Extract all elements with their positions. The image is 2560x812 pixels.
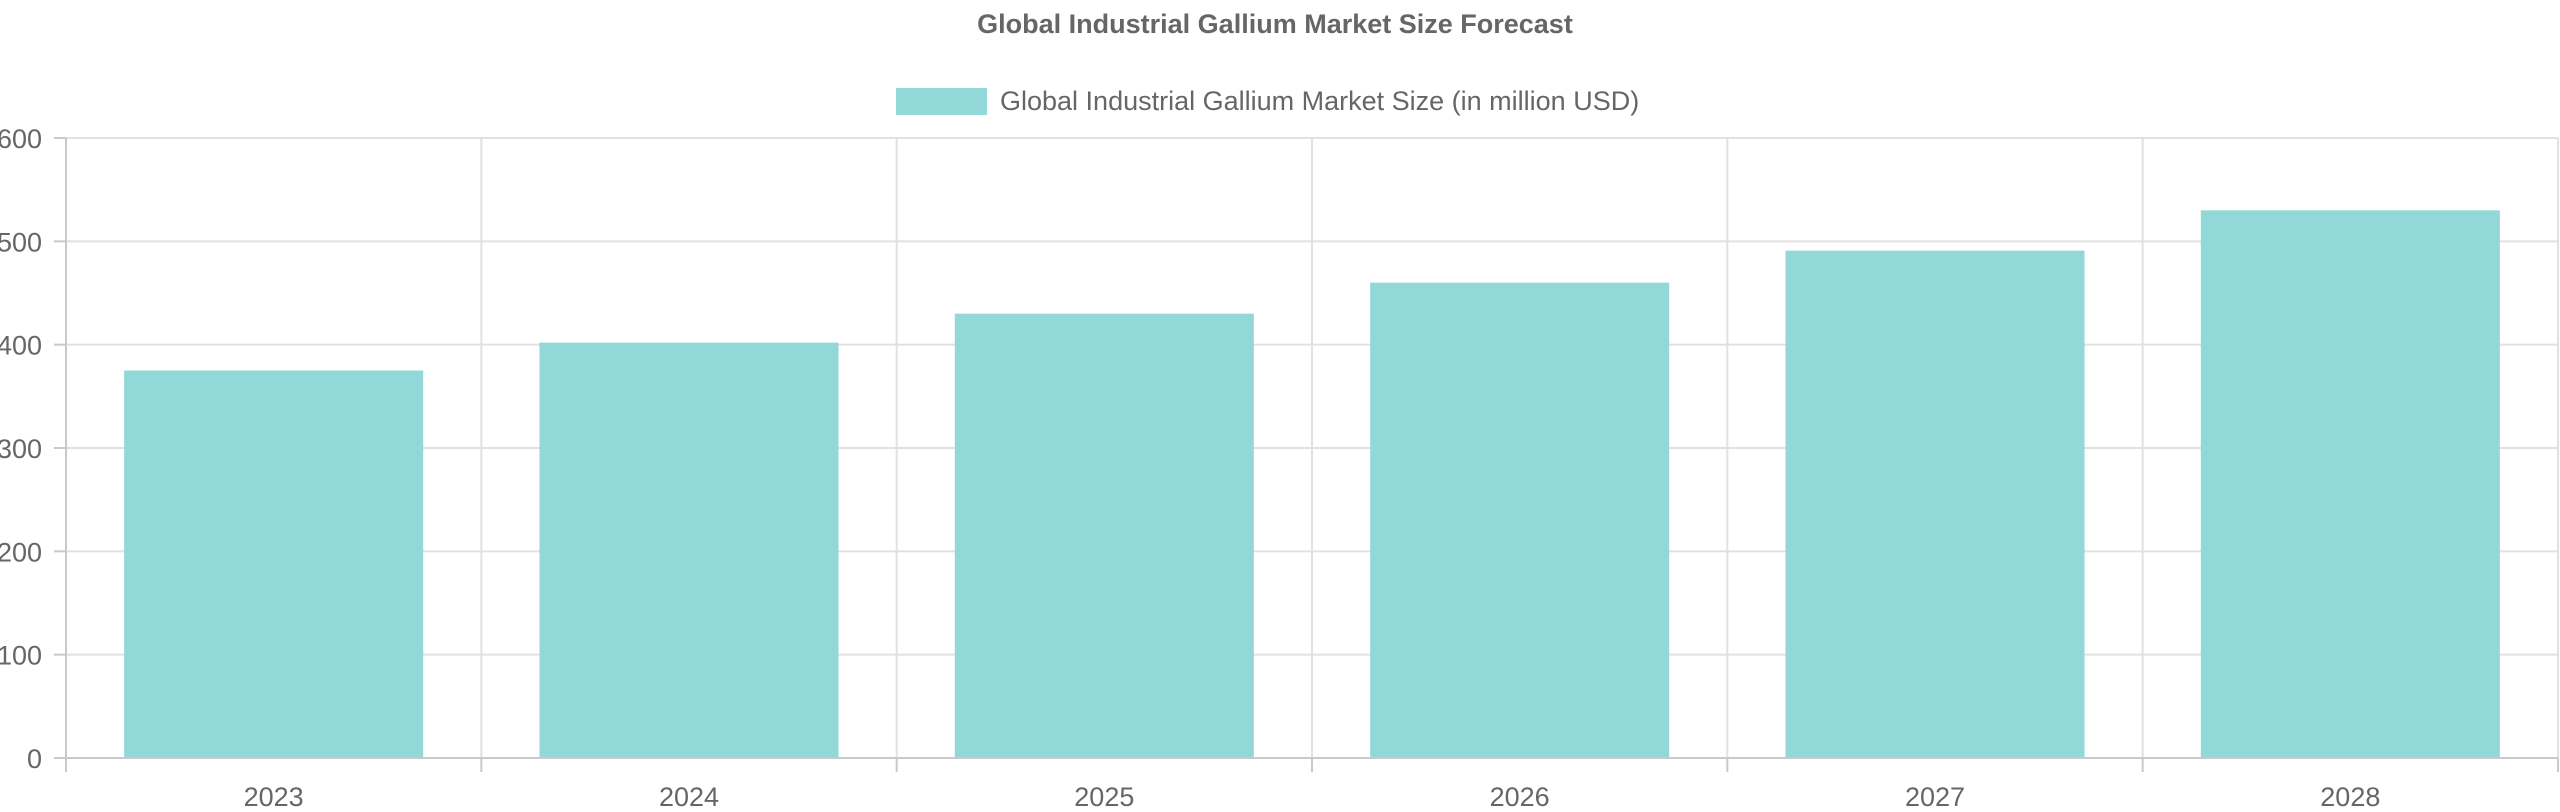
y-tick-label: 0 — [27, 744, 42, 774]
x-tick-label: 2028 — [2320, 782, 2380, 812]
bar-2023[interactable] — [124, 370, 424, 759]
x-tick-label: 2023 — [244, 782, 304, 812]
y-tick-label: 500 — [0, 227, 42, 257]
bar-2024[interactable] — [539, 342, 839, 758]
y-tick-label: 200 — [0, 537, 42, 567]
y-tick-label: 100 — [0, 641, 42, 671]
x-tick-label: 2027 — [1905, 782, 1965, 812]
y-tick-label: 600 — [0, 124, 42, 154]
y-tick-label: 400 — [0, 331, 42, 361]
bars — [124, 210, 2500, 759]
bar-2025[interactable] — [954, 313, 1254, 758]
x-tick-label: 2025 — [1074, 782, 1134, 812]
bar-2026[interactable] — [1370, 282, 1670, 758]
bar-2028[interactable] — [2200, 210, 2500, 759]
tick-labels: 0 100 200 300 400 500 600 2023 2024 2025 2026 2027 2… — [0, 124, 2380, 812]
x-tick-label: 2026 — [1490, 782, 1550, 812]
chart-title: Global Industrial Gallium Market Size Fo… — [977, 9, 1573, 39]
x-tick-label: 2024 — [659, 782, 719, 812]
grid — [54, 137, 2559, 772]
y-tick-label: 300 — [0, 434, 42, 464]
legend[interactable]: Global Industrial Gallium Market Size (i… — [896, 86, 1639, 116]
legend-label: Global Industrial Gallium Market Size (i… — [1000, 86, 1639, 116]
axes — [65, 138, 2558, 759]
bar-2027[interactable] — [1785, 250, 2085, 758]
legend-swatch — [896, 88, 987, 115]
